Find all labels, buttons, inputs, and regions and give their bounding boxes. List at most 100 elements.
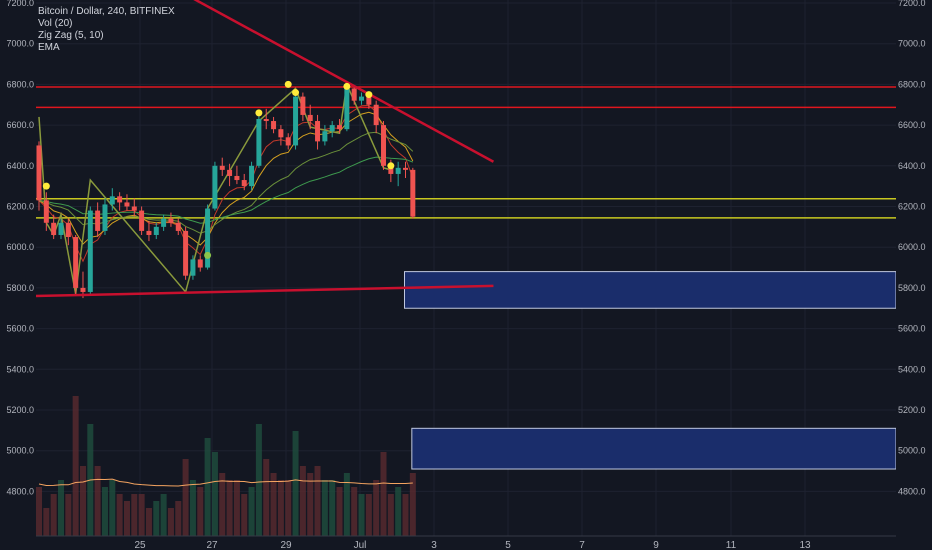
candle-body — [359, 96, 365, 101]
y-axis-right[interactable]: 7200.0 7000.0 6800.0 6600.0 6400.0 6200.0 6000… — [896, 0, 932, 550]
highlight-boxes — [404, 271, 897, 470]
candle-body — [293, 96, 299, 146]
volume-bar — [241, 494, 248, 536]
y-tick-label-left: 6400.0 — [6, 161, 34, 171]
y-tick-label-right: 7200.0 — [898, 0, 926, 8]
chart-legend: Bitcoin / Dollar, 240, BITFINEX Vol (20)… — [38, 6, 175, 54]
legend-volume[interactable]: Vol (20) — [38, 18, 73, 29]
candle-body — [263, 118, 269, 122]
candle-body — [109, 196, 115, 205]
y-tick-label-left: 5400.0 — [6, 364, 34, 374]
pivot-marker — [292, 89, 300, 97]
candle-body — [329, 125, 335, 132]
y-tick-label-left: 6000.0 — [6, 242, 34, 252]
volume-bar — [167, 508, 174, 536]
highlight-box — [404, 271, 897, 309]
candle-body — [366, 96, 372, 105]
y-axis-right-bg — [896, 0, 932, 550]
volume-average-line — [38, 478, 413, 487]
legend-symbol[interactable]: Bitcoin / Dollar, 240, BITFINEX — [38, 6, 175, 17]
y-tick-label-left: 5200.0 — [6, 405, 34, 415]
y-axis-left-bg — [0, 0, 36, 550]
candle-body — [307, 114, 313, 122]
legend-ema[interactable]: EMA — [38, 42, 60, 53]
volume-bar — [329, 480, 336, 536]
candle-body — [153, 226, 159, 235]
volume-bar — [292, 431, 299, 536]
volume-bar — [131, 494, 138, 536]
volume-bar — [138, 494, 145, 536]
y-tick-label-left: 7200.0 — [6, 0, 34, 8]
y-tick-label-right: 6000.0 — [898, 242, 926, 252]
candle-body — [388, 165, 394, 174]
ema-line — [38, 131, 414, 234]
volume-bar — [109, 480, 116, 536]
y-tick-label-left: 6200.0 — [6, 202, 34, 212]
candle-body — [315, 121, 321, 142]
y-tick-label-right: 5400.0 — [898, 364, 926, 374]
ema-lines — [38, 104, 414, 263]
candle-body — [219, 165, 225, 170]
volume-bar — [182, 459, 189, 536]
pivot-markers — [42, 80, 395, 259]
pivot-marker — [343, 82, 351, 90]
volume-bar — [314, 466, 321, 536]
candle-body — [197, 259, 203, 268]
volume-bar — [219, 473, 226, 536]
volume-bar — [380, 452, 387, 536]
y-tick-label-right: 5800.0 — [898, 283, 926, 293]
y-tick-label-right: 7000.0 — [898, 39, 926, 49]
volume-bar — [248, 487, 255, 536]
candle-body — [175, 222, 181, 231]
x-axis[interactable]: 25 27 29 Jul 3 5 7 9 11 13 — [36, 535, 896, 550]
volume-bar — [197, 487, 204, 536]
trendline — [193, 0, 495, 163]
volume-bars — [36, 396, 416, 536]
volume-bar — [263, 459, 270, 536]
pivot-marker — [255, 109, 263, 117]
x-tick-label: 11 — [726, 540, 737, 550]
candle-body — [322, 131, 328, 142]
legend-zigzag[interactable]: Zig Zag (5, 10) — [38, 30, 104, 41]
candle-body — [249, 165, 255, 187]
candle-body — [51, 222, 57, 235]
volume-bar — [145, 508, 152, 536]
y-tick-label-right: 5000.0 — [898, 446, 926, 456]
volume-bar — [373, 480, 380, 536]
candle-body — [285, 137, 291, 146]
y-tick-label-right: 6800.0 — [898, 79, 926, 89]
candle-body — [373, 104, 379, 126]
y-tick-label-left: 7000.0 — [6, 39, 34, 49]
y-tick-label-right: 5200.0 — [898, 405, 926, 415]
y-tick-label-right: 6200.0 — [898, 202, 926, 212]
candle-body — [337, 125, 343, 130]
candle-body — [410, 169, 416, 217]
y-tick-label-right: 6600.0 — [898, 120, 926, 130]
candle-body — [65, 222, 71, 238]
volume-bar — [204, 438, 211, 536]
candle-body — [241, 180, 247, 187]
y-tick-label-left: 6800.0 — [6, 79, 34, 89]
candle-body — [168, 218, 174, 223]
pivot-marker — [284, 80, 292, 88]
volume-bar — [255, 424, 262, 536]
candle-body — [124, 202, 130, 207]
y-tick-label-left: 5600.0 — [6, 324, 34, 334]
candle-body — [190, 259, 196, 276]
x-tick-label: 7 — [579, 540, 585, 550]
candle-body — [146, 230, 152, 235]
trendlines — [34, 0, 495, 298]
volume-bar — [43, 508, 50, 536]
candle-body — [43, 200, 49, 223]
candle-body — [183, 230, 189, 276]
candlesticks — [36, 84, 416, 299]
x-tick-label: 3 — [431, 540, 437, 550]
volume-bar — [336, 487, 343, 536]
candle-body — [234, 175, 240, 181]
volume-bar — [299, 466, 306, 536]
volume-bar — [402, 494, 409, 536]
ema-line — [38, 104, 414, 263]
candle-body — [227, 169, 233, 176]
volume-bar — [277, 480, 284, 536]
